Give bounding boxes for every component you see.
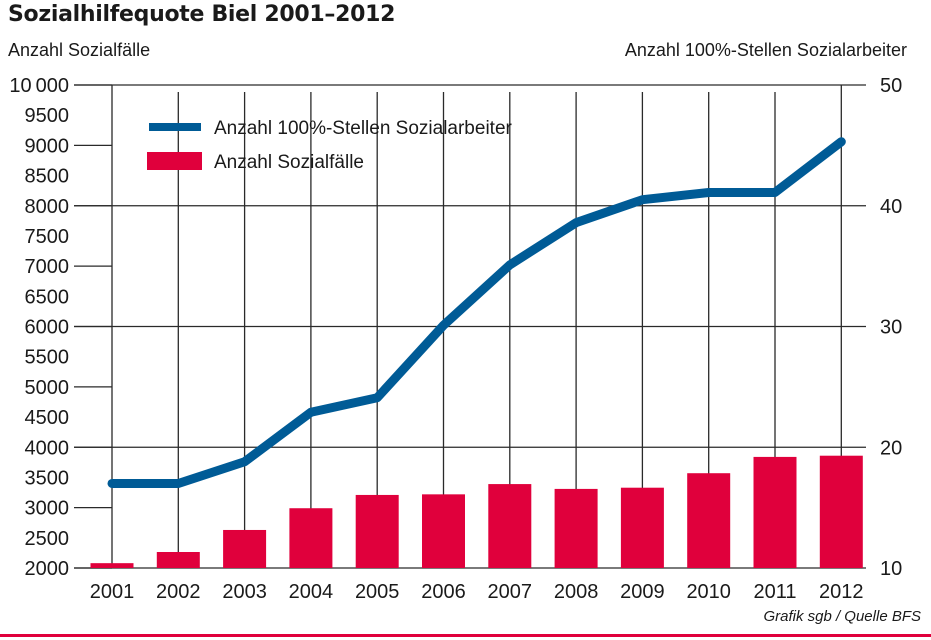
x-tick-label: 2003: [222, 581, 267, 603]
line-point-2009: [641, 199, 643, 201]
left-tick-label: 7500: [25, 226, 70, 248]
right-tick-label: 30: [880, 317, 902, 339]
left-tick-label: 2000: [25, 558, 70, 580]
left-tick-label: 2500: [25, 528, 70, 550]
x-tick-label: 2001: [90, 581, 135, 603]
x-tick-label: 2006: [421, 581, 466, 603]
left-tick-label: 8000: [25, 196, 70, 218]
line-point-2010: [708, 191, 710, 193]
bar-2008: [554, 488, 598, 568]
legend-line-label: Anzahl 100%-Stellen Sozialarbeiter: [214, 118, 513, 139]
left-tick-label: 7000: [25, 256, 70, 278]
bar-2004: [289, 508, 333, 568]
right-tick-label: 20: [880, 437, 902, 459]
x-tick-label: 2005: [355, 581, 400, 603]
bar-2006: [422, 494, 465, 568]
bar-2009: [620, 487, 664, 568]
legend: Anzahl 100%-Stellen Sozialarbeiter Anzah…: [147, 118, 513, 173]
x-tick-label: 2010: [686, 581, 731, 603]
left-tick-label: 9000: [25, 135, 70, 157]
bar-2003: [223, 529, 267, 568]
line-point-2008: [575, 222, 577, 224]
bar-2011: [753, 456, 797, 568]
bar-layer: [90, 455, 863, 568]
bar-2002: [156, 552, 200, 568]
right-tick-label: 40: [880, 196, 902, 218]
left-tick-label: 3500: [25, 467, 70, 489]
bar-2012: [819, 455, 863, 568]
chart-title: Sozialhilfequote Biel 2001–2012: [8, 2, 396, 27]
line-layer: [107, 137, 846, 488]
line-point-2012: [840, 141, 842, 143]
legend-bar-swatch: [147, 152, 202, 170]
bar-2010: [687, 473, 731, 568]
left-tick-label: 5000: [25, 377, 70, 399]
left-tick-label: 8500: [25, 166, 70, 188]
line-point-2006: [443, 324, 444, 326]
line-series-sozialarbeiter: [107, 137, 846, 488]
left-axis-label: Anzahl Sozialfälle: [8, 40, 151, 60]
x-tick-label: 2009: [620, 581, 665, 603]
legend-line-swatch: [149, 123, 201, 131]
x-tick-label: 2008: [554, 581, 599, 603]
line-point-2011: [774, 191, 776, 193]
left-tick-label: 10 000: [9, 75, 69, 97]
x-tick-label: 2007: [488, 581, 533, 603]
axis-layer: 10 000 9500 9000 8500 8000 7500 7000 6500 6000 55…: [9, 75, 902, 603]
left-tick-label: 5500: [25, 347, 70, 369]
line-point-2002: [177, 482, 179, 484]
legend-bar-label: Anzahl Sozialfälle: [214, 152, 364, 173]
bar-2005: [355, 494, 399, 568]
x-tick-label: 2004: [289, 581, 334, 603]
left-tick-label: 9500: [25, 105, 70, 127]
left-tick-label: 4500: [25, 407, 70, 429]
line-point-2004: [310, 411, 312, 413]
source-note: Grafik sgb / Quelle BFS: [763, 608, 921, 625]
left-tick-label: 3000: [25, 498, 70, 520]
bar-2007: [488, 484, 532, 568]
left-tick-label: 6500: [25, 286, 70, 308]
left-tick-label: 4000: [25, 437, 70, 459]
right-tick-label: 50: [880, 75, 902, 97]
line-point-2007: [509, 264, 511, 266]
line-point-2001: [111, 482, 113, 484]
line-point-2005: [376, 397, 378, 399]
x-tick-label: 2012: [819, 581, 864, 603]
left-tick-label: 6000: [25, 317, 70, 339]
bar-2001: [90, 563, 134, 568]
line-point-2003: [244, 461, 246, 463]
x-tick-label: 2011: [753, 581, 796, 603]
right-axis-label: Anzahl 100%-Stellen Sozialarbeiter: [624, 40, 907, 60]
x-tick-label: 2002: [156, 581, 201, 603]
bottom-rule: [0, 634, 931, 637]
right-tick-label: 10: [880, 558, 902, 580]
